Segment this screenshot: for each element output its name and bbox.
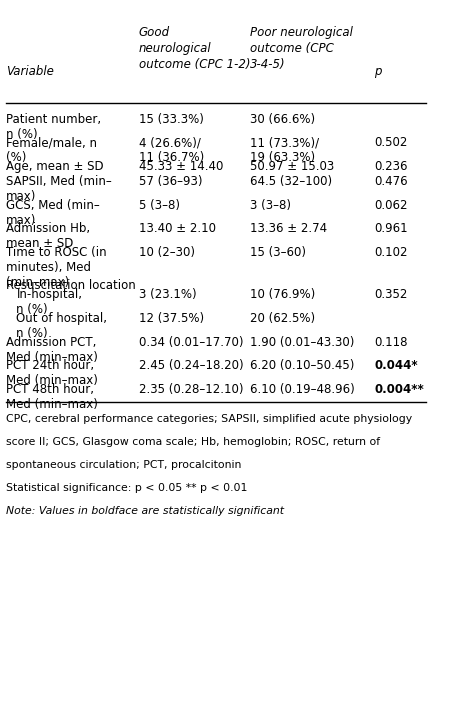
- Text: In-hospital,
n (%): In-hospital, n (%): [17, 288, 82, 316]
- Text: 50.97 ± 15.03: 50.97 ± 15.03: [250, 160, 334, 173]
- Text: 15 (33.3%): 15 (33.3%): [138, 112, 203, 126]
- Text: 0.961: 0.961: [374, 223, 408, 235]
- Text: 10 (2–30): 10 (2–30): [138, 246, 195, 259]
- Text: 0.236: 0.236: [374, 160, 408, 173]
- Text: 30 (66.6%): 30 (66.6%): [250, 112, 315, 126]
- Text: 6.20 (0.10–50.45): 6.20 (0.10–50.45): [250, 359, 355, 372]
- Text: Female/male, n
(%): Female/male, n (%): [6, 136, 97, 164]
- Text: 6.10 (0.19–48.96): 6.10 (0.19–48.96): [250, 383, 355, 396]
- Text: Poor neurological
outcome (CPC
3-4-5): Poor neurological outcome (CPC 3-4-5): [250, 26, 353, 71]
- Text: Admission PCT,
Med (min–max): Admission PCT, Med (min–max): [6, 336, 98, 364]
- Text: 3 (23.1%): 3 (23.1%): [138, 288, 196, 301]
- Text: 5 (3–8): 5 (3–8): [138, 199, 180, 211]
- Text: GCS, Med (min–
max): GCS, Med (min– max): [6, 199, 100, 227]
- Text: 0.004**: 0.004**: [374, 383, 424, 396]
- Text: 1.90 (0.01–43.30): 1.90 (0.01–43.30): [250, 336, 355, 349]
- Text: CPC, cerebral performance categories; SAPSII, simplified acute physiology: CPC, cerebral performance categories; SA…: [6, 414, 412, 424]
- Text: PCT 24th hour,
Med (min–max): PCT 24th hour, Med (min–max): [6, 359, 98, 388]
- Text: Note: Values in boldface are statistically significant: Note: Values in boldface are statistical…: [6, 506, 283, 516]
- Text: Resuscitation location: Resuscitation location: [6, 279, 136, 292]
- Text: Admission Hb,
mean ± SD: Admission Hb, mean ± SD: [6, 223, 90, 251]
- Text: 13.36 ± 2.74: 13.36 ± 2.74: [250, 223, 327, 235]
- Text: score II; GCS, Glasgow coma scale; Hb, hemoglobin; ROSC, return of: score II; GCS, Glasgow coma scale; Hb, h…: [6, 437, 380, 447]
- Text: 15 (3–60): 15 (3–60): [250, 246, 306, 259]
- Text: 13.40 ± 2.10: 13.40 ± 2.10: [138, 223, 216, 235]
- Text: PCT 48th hour,
Med (min–max): PCT 48th hour, Med (min–max): [6, 383, 98, 411]
- Text: Patient number,
n (%): Patient number, n (%): [6, 112, 101, 140]
- Text: p: p: [374, 65, 382, 78]
- Text: 0.102: 0.102: [374, 246, 408, 259]
- Text: SAPSII, Med (min–
max): SAPSII, Med (min– max): [6, 175, 111, 203]
- Text: Good
neurological
outcome (CPC 1-2): Good neurological outcome (CPC 1-2): [138, 26, 250, 71]
- Text: 0.476: 0.476: [374, 175, 408, 188]
- Text: 4 (26.6%)/
11 (36.7%): 4 (26.6%)/ 11 (36.7%): [138, 136, 204, 164]
- Text: 64.5 (32–100): 64.5 (32–100): [250, 175, 332, 188]
- Text: 45.33 ± 14.40: 45.33 ± 14.40: [138, 160, 223, 173]
- Text: Out of hospital,
n (%): Out of hospital, n (%): [17, 312, 108, 340]
- Text: 10 (76.9%): 10 (76.9%): [250, 288, 315, 301]
- Text: 0.502: 0.502: [374, 136, 408, 150]
- Text: 0.044*: 0.044*: [374, 359, 418, 372]
- Text: 2.45 (0.24–18.20): 2.45 (0.24–18.20): [138, 359, 243, 372]
- Text: 20 (62.5%): 20 (62.5%): [250, 312, 315, 325]
- Text: 11 (73.3%)/
19 (63.3%): 11 (73.3%)/ 19 (63.3%): [250, 136, 319, 164]
- Text: spontaneous circulation; PCT, procalcitonin: spontaneous circulation; PCT, procalcito…: [6, 460, 241, 470]
- Text: Statistical significance: p < 0.05 ** p < 0.01: Statistical significance: p < 0.05 ** p …: [6, 483, 247, 493]
- Text: Time to ROSC (in
minutes), Med
(min–max): Time to ROSC (in minutes), Med (min–max): [6, 246, 106, 289]
- Text: 2.35 (0.28–12.10): 2.35 (0.28–12.10): [138, 383, 243, 396]
- Text: 0.062: 0.062: [374, 199, 408, 211]
- Text: Age, mean ± SD: Age, mean ± SD: [6, 160, 103, 173]
- Text: 0.352: 0.352: [374, 288, 408, 301]
- Text: 3 (3–8): 3 (3–8): [250, 199, 291, 211]
- Text: 57 (36–93): 57 (36–93): [138, 175, 202, 188]
- Text: 0.34 (0.01–17.70): 0.34 (0.01–17.70): [138, 336, 243, 349]
- Text: 0.118: 0.118: [374, 336, 408, 349]
- Text: Variable: Variable: [6, 65, 54, 78]
- Text: 12 (37.5%): 12 (37.5%): [138, 312, 204, 325]
